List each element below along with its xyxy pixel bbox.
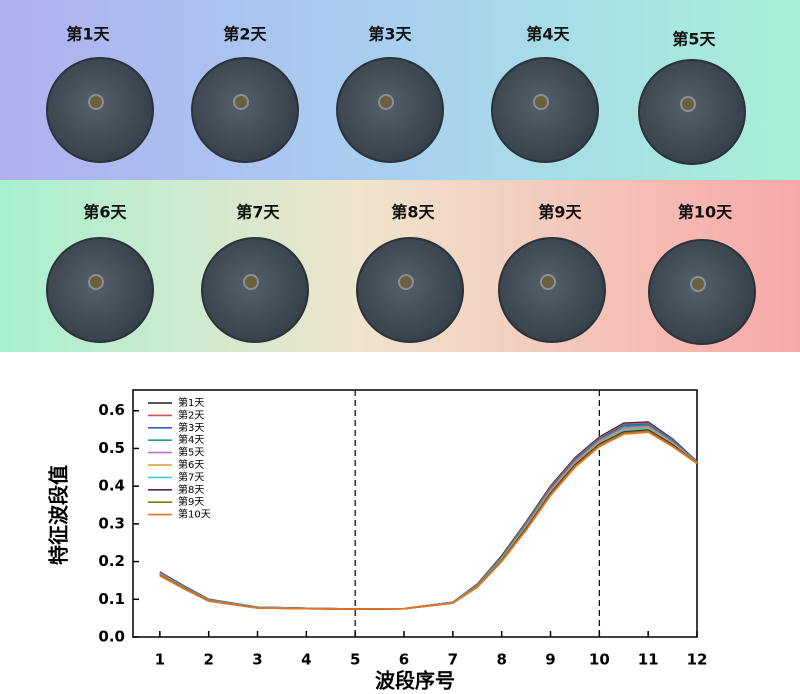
series-line bbox=[159, 430, 698, 610]
x-tick-label: 3 bbox=[252, 651, 262, 669]
y-tick-label: 0.4 bbox=[98, 477, 125, 495]
series-line bbox=[159, 429, 698, 610]
series-line bbox=[159, 427, 698, 610]
series-line bbox=[159, 424, 698, 610]
berry-stem bbox=[680, 96, 696, 112]
y-tick-label: 0.0 bbox=[98, 628, 125, 646]
day-label: 第9天 bbox=[538, 203, 582, 222]
day-label: 第1天 bbox=[66, 25, 110, 44]
series-line bbox=[159, 421, 698, 610]
berry bbox=[356, 237, 464, 343]
x-tick-label: 1 bbox=[155, 651, 165, 669]
series-line bbox=[159, 425, 698, 610]
line-chart: 特征波段值 波段序号 0.00.10.20.30.40.50.61 2 3 4 5 6 7 8… bbox=[47, 389, 708, 693]
x-tick-label: 12 bbox=[687, 651, 708, 669]
berry bbox=[201, 237, 309, 343]
y-tick-label: 0.2 bbox=[98, 552, 125, 570]
day-label: 第2天 bbox=[223, 25, 267, 44]
legend-label: 第5天 bbox=[178, 446, 204, 459]
legend-label: 第2天 bbox=[178, 408, 204, 421]
plot-frame bbox=[132, 389, 698, 638]
berry bbox=[638, 59, 746, 165]
berry-stem bbox=[540, 274, 556, 290]
y-tick-label: 0.1 bbox=[98, 590, 125, 608]
berry bbox=[336, 57, 444, 163]
day-label: 第10天 bbox=[678, 203, 733, 222]
x-tick-label: 9 bbox=[545, 651, 555, 669]
berry-stem bbox=[690, 276, 706, 292]
berry-stem bbox=[398, 274, 414, 290]
berry bbox=[498, 237, 606, 343]
day-label: 第8天 bbox=[391, 203, 435, 222]
x-tick-label: 6 bbox=[399, 651, 409, 669]
day-label: 第3天 bbox=[368, 25, 412, 44]
berry bbox=[46, 57, 154, 163]
berry-stem bbox=[88, 274, 104, 290]
legend-label: 第8天 bbox=[178, 483, 204, 496]
berry-stem bbox=[233, 94, 249, 110]
series-line bbox=[159, 426, 698, 610]
day-label: 第7天 bbox=[236, 203, 280, 222]
series-line bbox=[159, 422, 698, 610]
y-tick-label: 0.3 bbox=[98, 514, 125, 532]
berry bbox=[46, 237, 154, 343]
series-line bbox=[159, 431, 698, 610]
berry bbox=[491, 57, 599, 163]
x-tick-label: 2 bbox=[203, 651, 213, 669]
day-label: 第6天 bbox=[83, 203, 127, 222]
y-tick-label: 0.5 bbox=[98, 439, 125, 457]
x-tick-label: 8 bbox=[496, 651, 506, 669]
x-tick-label: 7 bbox=[448, 651, 458, 669]
berry-stem bbox=[243, 274, 259, 290]
day-label: 第5天 bbox=[672, 30, 716, 49]
day-label: 第4天 bbox=[526, 25, 570, 44]
x-tick-label: 10 bbox=[589, 651, 610, 669]
x-tick-label: 5 bbox=[350, 651, 360, 669]
legend-label: 第4天 bbox=[178, 433, 204, 446]
y-axis-title: 特征波段值 bbox=[47, 465, 71, 565]
x-tick-label: 4 bbox=[301, 651, 311, 669]
legend-label: 第7天 bbox=[178, 470, 204, 483]
berry-stem bbox=[533, 94, 549, 110]
berry bbox=[191, 57, 299, 163]
berry-stem bbox=[88, 94, 104, 110]
legend-label: 第1天 bbox=[178, 396, 204, 409]
berry bbox=[648, 239, 756, 345]
legend-label: 第9天 bbox=[178, 495, 204, 508]
x-tick-label: 11 bbox=[638, 651, 659, 669]
legend-label: 第6天 bbox=[178, 458, 204, 471]
legend-label: 第3天 bbox=[178, 421, 204, 434]
x-axis-title: 波段序号 bbox=[375, 669, 455, 693]
series-line bbox=[159, 423, 698, 610]
legend-label: 第10天 bbox=[178, 508, 211, 521]
y-tick-label: 0.6 bbox=[98, 401, 125, 419]
berry-stem bbox=[378, 94, 394, 110]
